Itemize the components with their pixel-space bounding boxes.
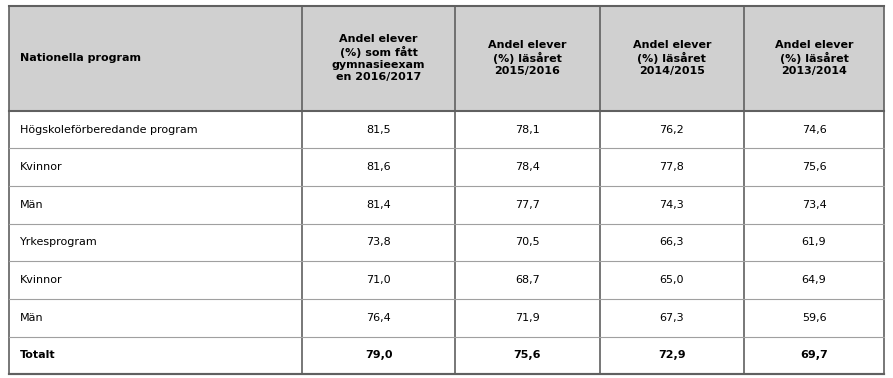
Text: Män: Män xyxy=(20,313,43,323)
Text: Andel elever
(%) som fått
gymnasieexam
en 2016/2017: Andel elever (%) som fått gymnasieexam e… xyxy=(332,34,425,82)
Bar xyxy=(9,224,884,261)
Text: 74,6: 74,6 xyxy=(802,124,826,135)
Bar xyxy=(9,6,884,111)
Text: 71,0: 71,0 xyxy=(366,275,391,285)
Text: 77,7: 77,7 xyxy=(515,200,540,210)
Text: 66,3: 66,3 xyxy=(660,237,684,248)
Text: Kvinnor: Kvinnor xyxy=(20,275,63,285)
Text: Kvinnor: Kvinnor xyxy=(20,162,63,172)
Text: Högskoleförberedande program: Högskoleförberedande program xyxy=(20,124,197,135)
Text: 70,5: 70,5 xyxy=(515,237,539,248)
Text: 74,3: 74,3 xyxy=(659,200,684,210)
Text: Nationella program: Nationella program xyxy=(20,53,140,63)
Text: 75,6: 75,6 xyxy=(513,350,541,360)
Text: 69,7: 69,7 xyxy=(800,350,828,360)
Text: 77,8: 77,8 xyxy=(659,162,684,172)
Bar xyxy=(9,111,884,148)
Text: Yrkesprogram: Yrkesprogram xyxy=(20,237,97,248)
Text: 67,3: 67,3 xyxy=(660,313,684,323)
Text: 76,4: 76,4 xyxy=(366,313,391,323)
Text: 81,4: 81,4 xyxy=(366,200,391,210)
Text: Män: Män xyxy=(20,200,43,210)
Text: 61,9: 61,9 xyxy=(802,237,826,248)
Text: Andel elever
(%) läsåret
2014/2015: Andel elever (%) läsåret 2014/2015 xyxy=(632,40,711,76)
Text: Andel elever
(%) läsåret
2013/2014: Andel elever (%) läsåret 2013/2014 xyxy=(775,40,854,76)
Text: 68,7: 68,7 xyxy=(515,275,540,285)
Text: 76,2: 76,2 xyxy=(659,124,684,135)
Text: 79,0: 79,0 xyxy=(365,350,392,360)
Bar xyxy=(9,148,884,186)
Bar xyxy=(9,261,884,299)
Bar xyxy=(9,186,884,224)
Text: 59,6: 59,6 xyxy=(802,313,826,323)
Text: 81,5: 81,5 xyxy=(366,124,391,135)
Text: 73,4: 73,4 xyxy=(802,200,826,210)
Text: 72,9: 72,9 xyxy=(658,350,686,360)
Text: Totalt: Totalt xyxy=(20,350,55,360)
Text: 78,4: 78,4 xyxy=(515,162,540,172)
Text: 75,6: 75,6 xyxy=(802,162,826,172)
Bar xyxy=(9,299,884,336)
Text: 73,8: 73,8 xyxy=(366,237,391,248)
Text: 64,9: 64,9 xyxy=(802,275,826,285)
Text: 65,0: 65,0 xyxy=(660,275,684,285)
Bar xyxy=(9,336,884,374)
Text: Andel elever
(%) läsåret
2015/2016: Andel elever (%) läsåret 2015/2016 xyxy=(488,40,567,76)
Text: 78,1: 78,1 xyxy=(515,124,540,135)
Text: 81,6: 81,6 xyxy=(366,162,391,172)
Text: 71,9: 71,9 xyxy=(515,313,540,323)
